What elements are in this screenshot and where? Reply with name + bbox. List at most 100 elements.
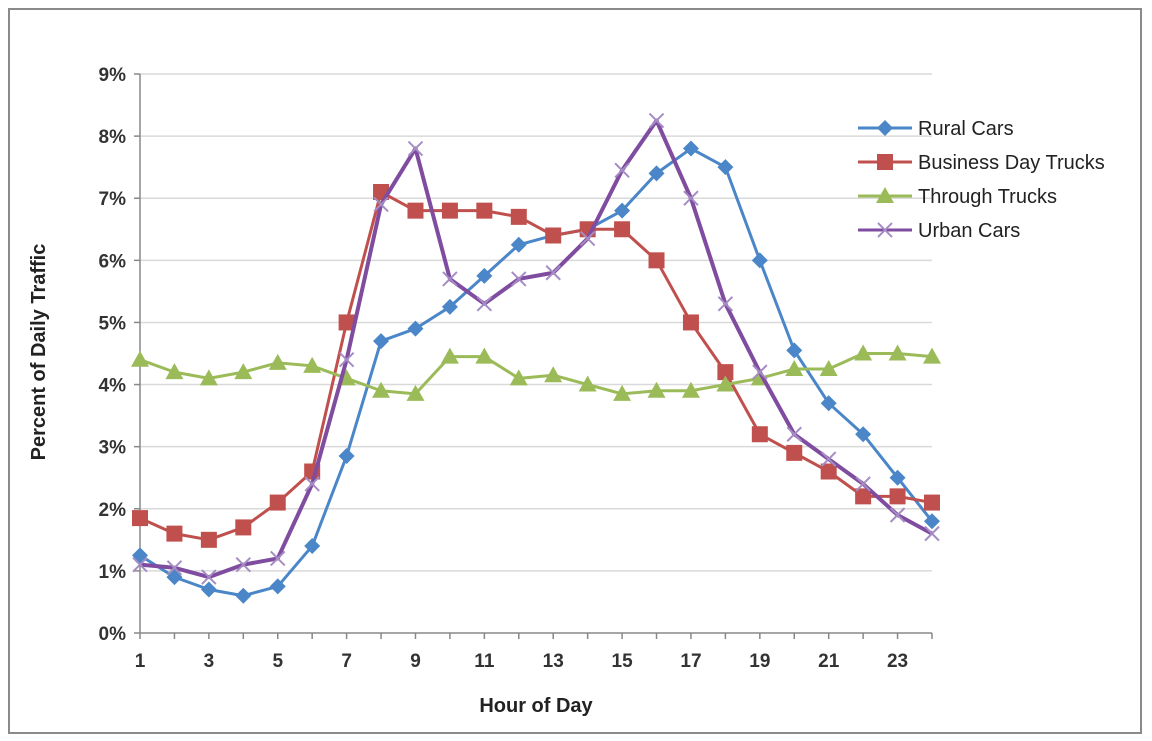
data-point xyxy=(820,463,837,480)
data-point xyxy=(131,350,149,367)
data-point xyxy=(877,120,893,136)
x-tick-label: 23 xyxy=(887,651,908,672)
data-point xyxy=(717,159,734,176)
x-tick-label: 7 xyxy=(341,651,352,672)
x-tick-label: 19 xyxy=(749,651,770,672)
legend-label: Rural Cars xyxy=(918,118,1014,140)
data-point xyxy=(717,296,734,312)
data-point xyxy=(889,488,906,505)
data-point xyxy=(877,154,893,170)
y-tick-label: 3% xyxy=(99,438,127,459)
x-tick-label: 21 xyxy=(818,651,840,672)
data-point xyxy=(235,519,252,536)
data-point xyxy=(545,227,562,244)
x-axis-title: Hour of Day xyxy=(479,695,593,717)
y-tick-label: 5% xyxy=(99,313,127,334)
y-tick-label: 0% xyxy=(99,624,127,645)
data-point xyxy=(820,451,837,467)
data-point xyxy=(510,208,527,225)
data-point xyxy=(613,384,632,401)
data-point xyxy=(545,265,561,281)
y-tick-label: 1% xyxy=(99,562,127,583)
axes xyxy=(139,74,932,634)
data-point xyxy=(304,538,321,555)
y-tick-label: 8% xyxy=(99,127,127,148)
data-point xyxy=(338,314,355,331)
data-point xyxy=(876,187,894,203)
series xyxy=(132,112,940,585)
data-point xyxy=(441,202,458,219)
data-point xyxy=(509,369,528,386)
x-tick-label: 11 xyxy=(474,651,495,672)
data-point xyxy=(819,360,838,377)
data-point xyxy=(338,352,355,368)
data-point xyxy=(165,363,184,380)
x-axis-ticks: 1 3 5 7 9 11 13 15 17 19 21 23 xyxy=(135,633,933,672)
data-point xyxy=(716,375,735,392)
data-point xyxy=(889,507,906,523)
y-tick-label: 4% xyxy=(99,376,127,397)
data-point xyxy=(648,252,665,269)
data-point xyxy=(132,556,148,573)
legend-item: Rural Cars xyxy=(858,118,1014,140)
data-point xyxy=(786,426,802,442)
data-point xyxy=(166,525,183,542)
data-point xyxy=(269,494,286,511)
data-point xyxy=(924,525,940,542)
data-point xyxy=(785,360,804,377)
series-layer xyxy=(131,112,941,604)
data-point xyxy=(268,353,287,370)
legend-item: Business Day Trucks xyxy=(858,152,1105,174)
data-point xyxy=(270,550,286,567)
series-line xyxy=(139,352,933,396)
data-point xyxy=(235,587,252,604)
data-point xyxy=(751,252,768,269)
data-point xyxy=(855,426,872,443)
x-tick-label: 13 xyxy=(543,651,564,672)
data-point xyxy=(924,494,940,511)
data-point xyxy=(877,222,893,238)
data-point xyxy=(683,190,699,206)
data-point xyxy=(235,556,252,573)
x-tick-label: 1 xyxy=(135,651,146,672)
x-tick-label: 5 xyxy=(272,651,283,672)
y-axis-ticks: 0% 1% 2% 3% 4% 5% 6% 7% 8% 9% xyxy=(99,65,140,645)
data-point xyxy=(923,347,941,364)
data-point xyxy=(855,488,872,505)
y-tick-label: 7% xyxy=(99,189,127,210)
data-point xyxy=(406,384,425,401)
data-point xyxy=(751,426,768,443)
series-line xyxy=(139,147,934,598)
data-point xyxy=(786,444,803,461)
data-point xyxy=(544,366,563,383)
data-point xyxy=(510,236,527,253)
data-point xyxy=(579,230,596,247)
data-point xyxy=(132,547,148,564)
y-axis-title: Percent of Daily Traffic xyxy=(28,244,50,461)
y-tick-label: 6% xyxy=(99,251,127,272)
data-point xyxy=(647,381,666,398)
legend-item: Through Trucks xyxy=(858,186,1057,208)
data-point xyxy=(752,364,768,380)
y-tick-label: 9% xyxy=(99,65,127,86)
data-point xyxy=(648,112,665,129)
data-point xyxy=(373,196,389,213)
data-point xyxy=(717,364,734,381)
data-point xyxy=(303,356,322,373)
data-point xyxy=(924,513,940,530)
data-point xyxy=(578,375,597,392)
data-point xyxy=(200,581,217,598)
data-point xyxy=(407,140,424,157)
x-tick-label: 15 xyxy=(612,651,634,672)
data-point xyxy=(372,381,391,398)
legend-item: Urban Cars xyxy=(858,220,1020,242)
series xyxy=(132,184,940,548)
data-point xyxy=(682,140,699,157)
data-point xyxy=(889,469,906,486)
data-point xyxy=(682,314,699,331)
series-line xyxy=(139,118,933,580)
data-point xyxy=(200,531,217,548)
data-point xyxy=(854,344,873,361)
series xyxy=(132,140,940,604)
data-point xyxy=(201,569,217,585)
